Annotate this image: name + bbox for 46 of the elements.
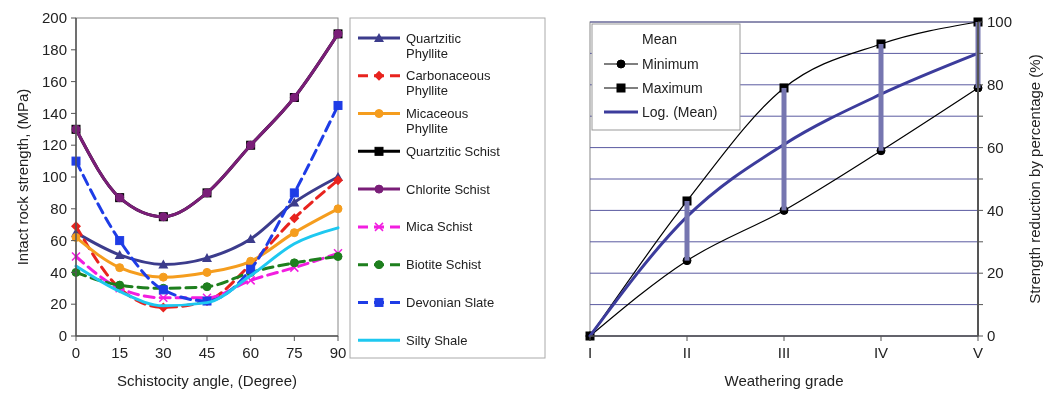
x-tick-label: 30 — [154, 344, 172, 361]
legend-label: Mica Schist — [406, 219, 473, 235]
y2-tick-label: 60 — [987, 138, 1004, 156]
legend-label: Quartzitic Phyllite — [406, 30, 462, 61]
legend-label: Maximum — [642, 79, 703, 96]
y2-tick-label: 80 — [987, 76, 1004, 94]
legend-label: Biotite Schist — [406, 257, 482, 273]
x-tick-label: I — [587, 344, 593, 361]
legend-label: Micaceous Phyllite — [406, 106, 469, 137]
y-tick-label: 200 — [41, 9, 67, 27]
y-axis-title: Intact rock strength, (MPa) — [14, 88, 31, 266]
y-tick-label: 80 — [50, 200, 67, 218]
legend-label: Quartzitic Schist — [406, 143, 501, 159]
legend-title: Mean — [642, 31, 678, 47]
y-tick-label: 60 — [50, 231, 67, 249]
x-tick-label: 15 — [111, 344, 129, 361]
x-tick-label: 90 — [329, 344, 347, 361]
y-tick-label: 180 — [41, 41, 67, 59]
x-tick-label: IV — [873, 344, 889, 361]
x-tick-label: II — [682, 344, 692, 361]
x-tick-label: V — [972, 344, 984, 361]
legend-label: Devonian Slate — [406, 294, 495, 310]
y2-tick-label: 20 — [987, 264, 1004, 282]
x-tick-label: 75 — [285, 344, 303, 361]
x-axis-title: Weathering grade — [724, 372, 844, 389]
legend-label: Log. (Mean) — [642, 103, 718, 120]
x-tick-label: 60 — [242, 344, 260, 361]
y2-tick-label: 100 — [987, 13, 1013, 31]
y-tick-label: 40 — [50, 263, 67, 281]
y2-tick-label: 0 — [987, 327, 996, 345]
x-tick-label: 45 — [198, 344, 216, 361]
x-tick-label: III — [777, 344, 791, 361]
y-tick-label: 120 — [41, 136, 67, 154]
legend-label: Carbonaceous Phyllite — [406, 68, 492, 99]
y2-tick-label: 40 — [987, 201, 1004, 219]
y-tick-label: 20 — [50, 295, 67, 313]
y2-axis-title: Strength reduction by percentage (%) — [1026, 54, 1043, 304]
y-tick-label: 140 — [41, 104, 67, 122]
y-tick-label: 0 — [58, 327, 67, 345]
x-axis-title: Schistocity angle, (Degree) — [116, 372, 298, 389]
y-tick-label: 160 — [41, 72, 67, 90]
legend-label: Silty Shale — [406, 332, 468, 348]
legend-label: Chlorite Schist — [406, 181, 491, 197]
y-tick-label: 100 — [41, 168, 67, 186]
legend-label: Minimum — [642, 55, 699, 72]
x-tick-label: 0 — [71, 344, 81, 361]
